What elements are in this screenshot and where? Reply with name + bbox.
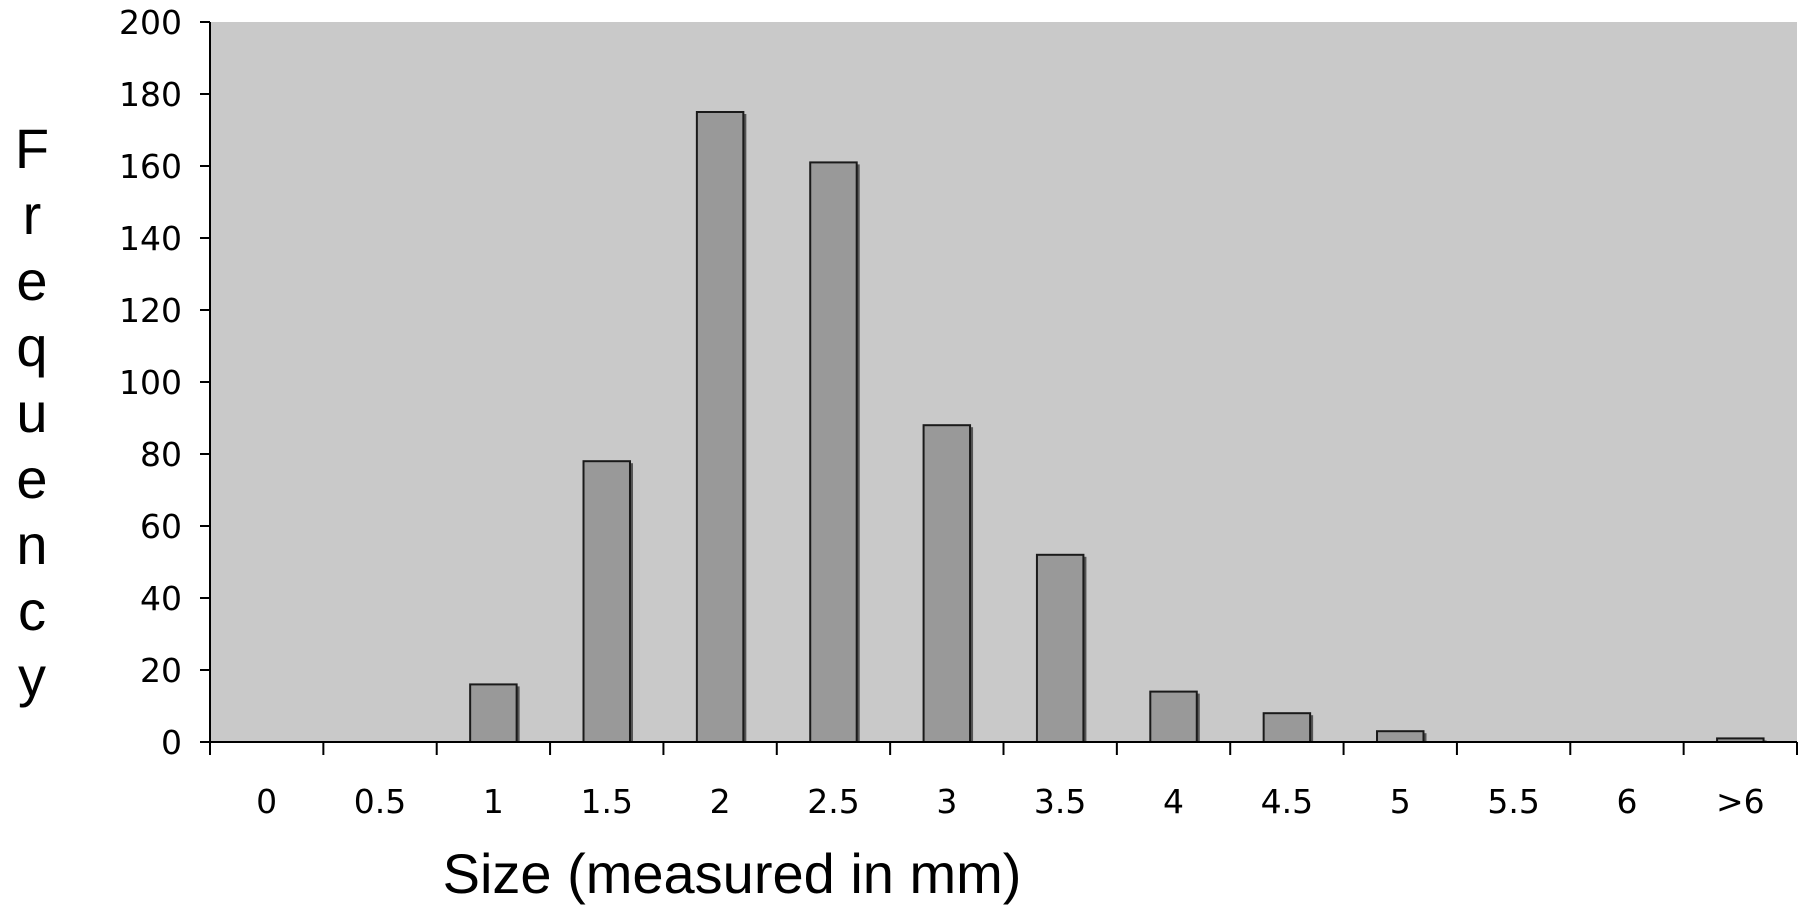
bar-5 [1376, 730, 1425, 744]
bar-2 [695, 111, 745, 743]
bars-group [469, 111, 1767, 744]
y-axis-title-letter: y [18, 645, 46, 708]
y-axis-title-letter: q [16, 315, 47, 378]
x-tick-label: 2 [710, 782, 731, 821]
x-axis-title: Size (measured in mm) [443, 842, 1022, 905]
y-tick-label: 0 [161, 723, 182, 762]
y-axis-title-letter: u [16, 381, 47, 444]
y-axis-title-letter: n [16, 513, 47, 576]
x-tick-label: 1 [483, 782, 504, 821]
y-axis-title-letter: F [15, 117, 49, 180]
x-tick-label: 3 [936, 782, 957, 821]
y-tick-label: 40 [140, 579, 182, 618]
y-tick-label: 120 [119, 291, 182, 330]
bar-4 [1149, 690, 1198, 743]
x-tick-label: 1.5 [581, 782, 633, 821]
x-tick-label: 4.5 [1261, 782, 1313, 821]
y-axis-title-letter: e [16, 447, 47, 510]
x-tick-label: 0 [256, 782, 277, 821]
plot-area [210, 22, 1797, 742]
x-tick-label: 6 [1616, 782, 1637, 821]
bar-2.5 [809, 161, 858, 743]
y-tick-label: 160 [119, 147, 182, 186]
bar-1.5 [582, 460, 631, 743]
y-tick-label: 180 [119, 75, 182, 114]
bar-3.5 [1035, 553, 1085, 743]
y-tick-label: 100 [119, 363, 182, 402]
x-tick-label: >6 [1716, 782, 1765, 821]
y-axis: 0 20 40 60 80 100 120 140 160 180 200 [119, 3, 211, 762]
x-axis: 0 0.5 1 1.5 2 2.5 3 3.5 4 4.5 5 5.5 6 >6 [209, 741, 1798, 821]
x-tick-label: 0.5 [354, 782, 406, 821]
x-tick-label: 3.5 [1034, 782, 1086, 821]
y-tick-label: 60 [140, 507, 182, 546]
y-tick-label: 80 [140, 435, 182, 474]
y-tick-label: 200 [119, 3, 182, 42]
y-axis-title-letter: r [23, 183, 42, 246]
y-axis-title-letter: c [18, 579, 46, 642]
x-tick-label: 4 [1163, 782, 1184, 821]
x-tick-label: 2.5 [807, 782, 859, 821]
y-tick-label: 140 [119, 219, 182, 258]
x-tick-label: 5 [1390, 782, 1411, 821]
y-axis-title-letter: e [16, 249, 47, 312]
x-tick-label: 5.5 [1487, 782, 1539, 821]
bar-4.5 [1262, 712, 1312, 744]
bar-1 [469, 683, 518, 744]
y-tick-label: 20 [140, 651, 182, 690]
bar-3 [922, 424, 972, 743]
